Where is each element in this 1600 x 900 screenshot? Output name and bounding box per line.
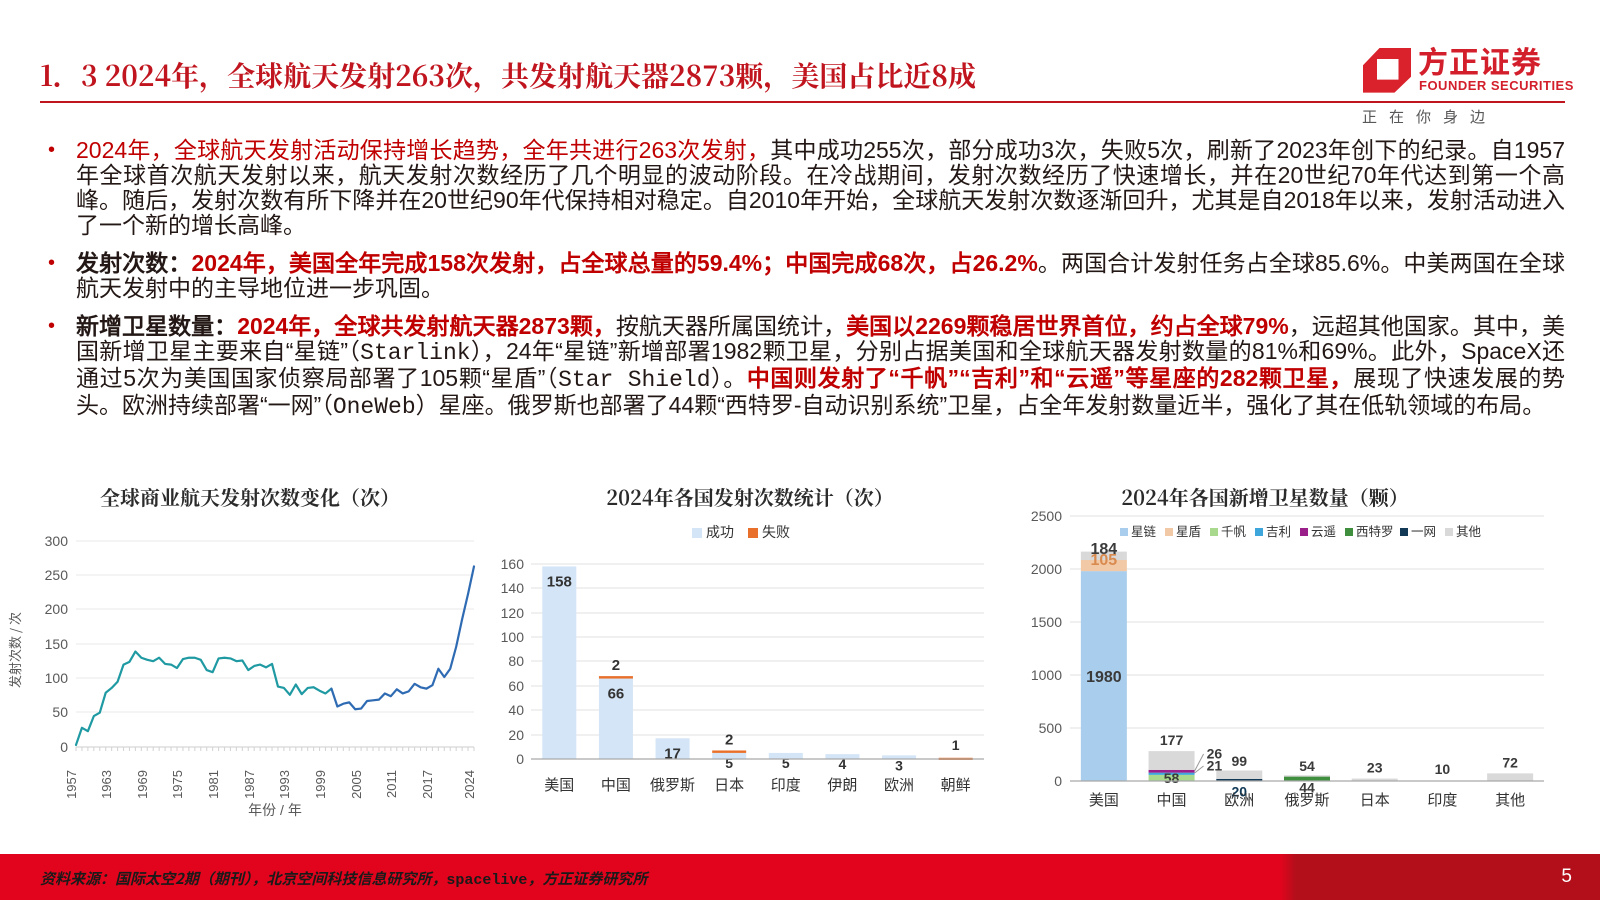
svg-text:100: 100 bbox=[501, 629, 525, 645]
svg-text:星盾: 星盾 bbox=[1176, 521, 1201, 540]
svg-text:其他: 其他 bbox=[1456, 521, 1482, 540]
svg-text:184: 184 bbox=[1091, 541, 1118, 558]
svg-text:10: 10 bbox=[1435, 761, 1451, 777]
svg-text:失败: 失败 bbox=[762, 522, 790, 542]
svg-text:17: 17 bbox=[664, 745, 681, 762]
svg-text:150: 150 bbox=[45, 636, 69, 652]
svg-text:2: 2 bbox=[725, 731, 733, 748]
svg-text:2017: 2017 bbox=[420, 770, 435, 799]
svg-text:全球商业航天发射次数变化（次）: 全球商业航天发射次数变化（次） bbox=[100, 482, 400, 511]
svg-text:99: 99 bbox=[1232, 753, 1248, 769]
svg-text:伊朗: 伊朗 bbox=[827, 777, 857, 794]
svg-text:200: 200 bbox=[45, 601, 69, 617]
svg-text:26: 26 bbox=[1207, 746, 1223, 762]
svg-text:2: 2 bbox=[612, 657, 620, 674]
svg-text:0: 0 bbox=[516, 751, 524, 767]
svg-text:160: 160 bbox=[501, 556, 525, 572]
svg-text:1957: 1957 bbox=[64, 770, 79, 799]
svg-text:千帆: 千帆 bbox=[1221, 521, 1247, 540]
svg-text:2005: 2005 bbox=[349, 770, 364, 799]
svg-text:吉利: 吉利 bbox=[1266, 521, 1291, 540]
svg-text:一网: 一网 bbox=[1411, 521, 1436, 540]
svg-text:发射次数 / 次: 发射次数 / 次 bbox=[5, 612, 24, 688]
svg-text:美国: 美国 bbox=[1089, 792, 1119, 809]
svg-text:5: 5 bbox=[725, 755, 733, 771]
svg-text:66: 66 bbox=[608, 686, 625, 703]
svg-text:2500: 2500 bbox=[1031, 508, 1062, 524]
svg-text:中国: 中国 bbox=[601, 777, 631, 794]
svg-text:23: 23 bbox=[1367, 760, 1383, 776]
svg-text:1987: 1987 bbox=[242, 770, 257, 799]
svg-text:54: 54 bbox=[1299, 758, 1315, 774]
svg-text:2000: 2000 bbox=[1031, 561, 1062, 577]
svg-text:印度: 印度 bbox=[1427, 792, 1457, 809]
svg-text:1999: 1999 bbox=[313, 770, 328, 799]
svg-text:2011: 2011 bbox=[384, 770, 399, 798]
svg-text:美国: 美国 bbox=[544, 777, 574, 794]
svg-text:俄罗斯: 俄罗斯 bbox=[1284, 792, 1329, 809]
svg-text:0: 0 bbox=[1054, 773, 1062, 789]
svg-text:中国: 中国 bbox=[1157, 792, 1187, 809]
svg-text:177: 177 bbox=[1160, 732, 1184, 748]
svg-text:58: 58 bbox=[1164, 770, 1180, 786]
svg-text:2024年各国发射次数统计（次）: 2024年各国发射次数统计（次） bbox=[606, 482, 893, 511]
svg-text:20: 20 bbox=[508, 727, 524, 743]
svg-text:100: 100 bbox=[45, 670, 69, 686]
svg-text:1: 1 bbox=[952, 737, 960, 753]
svg-text:欧洲: 欧洲 bbox=[884, 777, 914, 794]
svg-text:1500: 1500 bbox=[1031, 614, 1062, 630]
svg-text:2024年各国新增卫星数量（颗）: 2024年各国新增卫星数量（颗） bbox=[1121, 482, 1408, 511]
svg-text:1000: 1000 bbox=[1031, 667, 1062, 683]
svg-text:日本: 日本 bbox=[1360, 792, 1390, 809]
svg-text:0: 0 bbox=[60, 739, 68, 755]
svg-text:3: 3 bbox=[895, 757, 903, 773]
svg-text:80: 80 bbox=[508, 653, 524, 669]
svg-text:5: 5 bbox=[782, 755, 790, 771]
svg-text:250: 250 bbox=[45, 567, 69, 583]
svg-text:140: 140 bbox=[501, 580, 525, 596]
svg-text:年份 / 年: 年份 / 年 bbox=[248, 802, 302, 818]
svg-text:2024: 2024 bbox=[462, 770, 477, 799]
svg-text:50: 50 bbox=[52, 704, 68, 720]
svg-text:云遥: 云遥 bbox=[1311, 521, 1336, 540]
svg-text:72: 72 bbox=[1502, 754, 1518, 770]
svg-text:印度: 印度 bbox=[771, 777, 801, 794]
svg-text:欧洲: 欧洲 bbox=[1224, 792, 1254, 809]
svg-text:西特罗: 西特罗 bbox=[1356, 521, 1394, 540]
svg-text:60: 60 bbox=[508, 678, 524, 694]
svg-text:俄罗斯: 俄罗斯 bbox=[650, 777, 695, 794]
svg-text:1981: 1981 bbox=[206, 770, 221, 799]
svg-text:成功: 成功 bbox=[706, 522, 734, 542]
svg-text:1993: 1993 bbox=[277, 770, 292, 799]
svg-text:300: 300 bbox=[45, 533, 69, 549]
svg-text:1963: 1963 bbox=[99, 770, 114, 799]
svg-text:1980: 1980 bbox=[1086, 669, 1122, 686]
svg-text:40: 40 bbox=[508, 702, 524, 718]
svg-text:1975: 1975 bbox=[170, 770, 185, 799]
svg-text:158: 158 bbox=[547, 573, 572, 590]
svg-text:500: 500 bbox=[1039, 720, 1063, 736]
svg-text:120: 120 bbox=[501, 605, 525, 621]
svg-text:日本: 日本 bbox=[714, 777, 744, 794]
svg-text:其他: 其他 bbox=[1495, 792, 1525, 809]
svg-text:星链: 星链 bbox=[1131, 521, 1157, 540]
svg-text:1969: 1969 bbox=[135, 770, 150, 799]
svg-text:朝鲜: 朝鲜 bbox=[941, 777, 971, 794]
